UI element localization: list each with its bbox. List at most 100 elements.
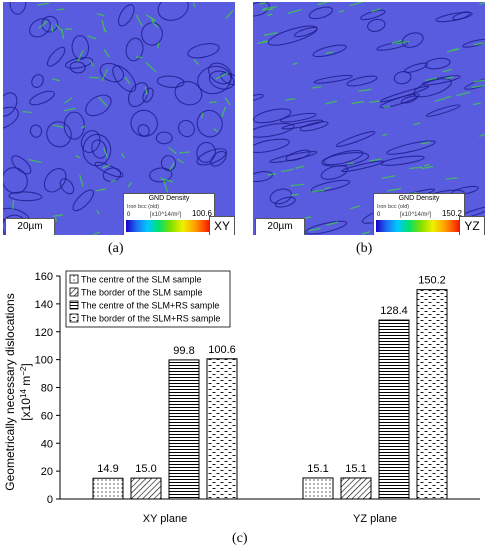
legend-swatch <box>69 300 79 310</box>
gnd-highlight <box>77 50 84 62</box>
grain-boundary <box>137 124 150 137</box>
gnd-highlight <box>96 209 100 215</box>
grain-boundary <box>80 130 101 153</box>
grain-boundary <box>125 37 144 62</box>
gnd-highlight <box>179 151 191 154</box>
bar-diagonal-0 <box>130 477 162 500</box>
bar-dashes-0 <box>206 358 238 500</box>
gnd-highlight <box>145 62 157 73</box>
gnd-highlight <box>445 76 454 79</box>
gnd-highlight <box>262 40 269 43</box>
gnd-highlight <box>11 199 15 210</box>
gnd-highlight <box>409 166 423 170</box>
gnd-highlight <box>55 23 63 32</box>
grain-boundary <box>43 168 67 193</box>
legend-entry: The centre of the SLM sample <box>81 275 202 285</box>
grain-boundary <box>118 4 135 27</box>
grain-boundary <box>253 138 290 153</box>
y-tick-label: 0 <box>47 494 53 506</box>
legend-frame <box>65 270 231 328</box>
gnd-highlight <box>56 8 65 11</box>
chart-legend: The centre of the SLM sample The border o… <box>65 270 231 328</box>
grain-boundary <box>274 196 296 208</box>
gnd-highlight <box>52 78 60 82</box>
y-tick-label: 140 <box>35 299 53 311</box>
bar-value-label: 100.6 <box>208 344 236 356</box>
gnd-highlight <box>124 76 131 85</box>
grain-boundary <box>91 139 107 159</box>
gnd-legend-phase: Iron bcc (old) <box>377 204 410 210</box>
grain-boundary <box>156 75 185 88</box>
gnd-highlight <box>445 96 452 99</box>
grain-boundary <box>310 179 351 193</box>
gnd-highlight <box>424 163 430 167</box>
gnd-highlight <box>96 188 106 192</box>
grain-boundary <box>253 2 270 17</box>
grain-boundary <box>196 109 223 138</box>
gnd-highlight <box>324 186 331 190</box>
grain-boundary <box>279 112 317 123</box>
gnd-highlight <box>61 28 65 40</box>
gnd-highlight <box>263 6 277 10</box>
gnd-highlight <box>38 20 48 29</box>
plane-tag-xy: XY <box>209 216 235 235</box>
grain-boundary <box>299 121 329 132</box>
gnd-highlight <box>311 85 322 89</box>
grain-boundary <box>393 71 412 85</box>
gnd-highlight <box>91 231 100 235</box>
gnd-highlight <box>157 42 160 49</box>
gnd-highlight <box>368 100 381 103</box>
gnd-highlight <box>102 147 109 158</box>
grain-boundary <box>64 57 94 69</box>
grain-boundary <box>210 150 227 167</box>
grain-boundary <box>149 167 173 183</box>
gnd-highlight <box>225 9 234 20</box>
gnd-highlight <box>37 2 49 6</box>
gnd-highlight <box>361 230 371 235</box>
grain-boundary <box>155 131 173 145</box>
grain-boundary <box>46 46 66 67</box>
grain-boundary <box>253 122 295 138</box>
y-tick-label: 60 <box>41 410 53 422</box>
bar-value-label: 99.8 <box>173 345 194 357</box>
gnd-legend-yz: GND Density Iron bcc (old) 0 [x10^14/m²]… <box>373 193 465 235</box>
grain-boundary <box>253 108 292 124</box>
grain-boundary <box>435 11 473 23</box>
grain-boundary <box>308 6 334 20</box>
gnd-legend-title: GND Density <box>398 195 440 202</box>
gnd-highlight <box>473 79 485 83</box>
gnd-colorbar <box>126 220 212 232</box>
bar-value-label: 15.1 <box>345 463 366 475</box>
grain-boundary <box>3 92 18 117</box>
gnd-highlight <box>64 107 76 112</box>
gnd-highlight <box>308 227 321 232</box>
grain-boundary <box>269 150 318 163</box>
bar-horizontal-1 <box>378 319 410 500</box>
grain-boundary <box>142 87 154 103</box>
grain-boundary <box>464 74 485 90</box>
gnd-highlight <box>350 205 361 210</box>
gnd-highlight <box>413 122 421 126</box>
gnd-highlight <box>396 40 410 45</box>
gnd-highlight <box>135 14 143 27</box>
grain-boundary <box>320 165 349 180</box>
y-tick-label: 40 <box>41 438 53 450</box>
gnd-highlight <box>103 49 110 58</box>
bar-dashes-1 <box>416 289 448 500</box>
bar-value-label: 150.2 <box>418 275 446 287</box>
gnd-highlight <box>311 189 325 193</box>
gnd-highlight <box>267 173 277 176</box>
gnd-highlight <box>381 175 396 179</box>
gnd-highlight <box>110 179 116 183</box>
grain-boundary <box>269 188 293 205</box>
gnd-highlight <box>22 110 33 114</box>
gnd-highlight <box>317 2 330 6</box>
gnd-highlight <box>351 100 365 105</box>
grain-boundary <box>157 2 189 21</box>
gnd-highlight <box>338 9 345 13</box>
grain-boundary <box>177 119 195 138</box>
gnd-bar-chart: 0 20 40 60 80 100 120 140 160 XY plane YZ plane 14… <box>3 270 480 525</box>
gnd-highlight <box>325 100 338 105</box>
gnd-highlight <box>290 193 299 196</box>
gnd-highlight <box>87 35 97 40</box>
